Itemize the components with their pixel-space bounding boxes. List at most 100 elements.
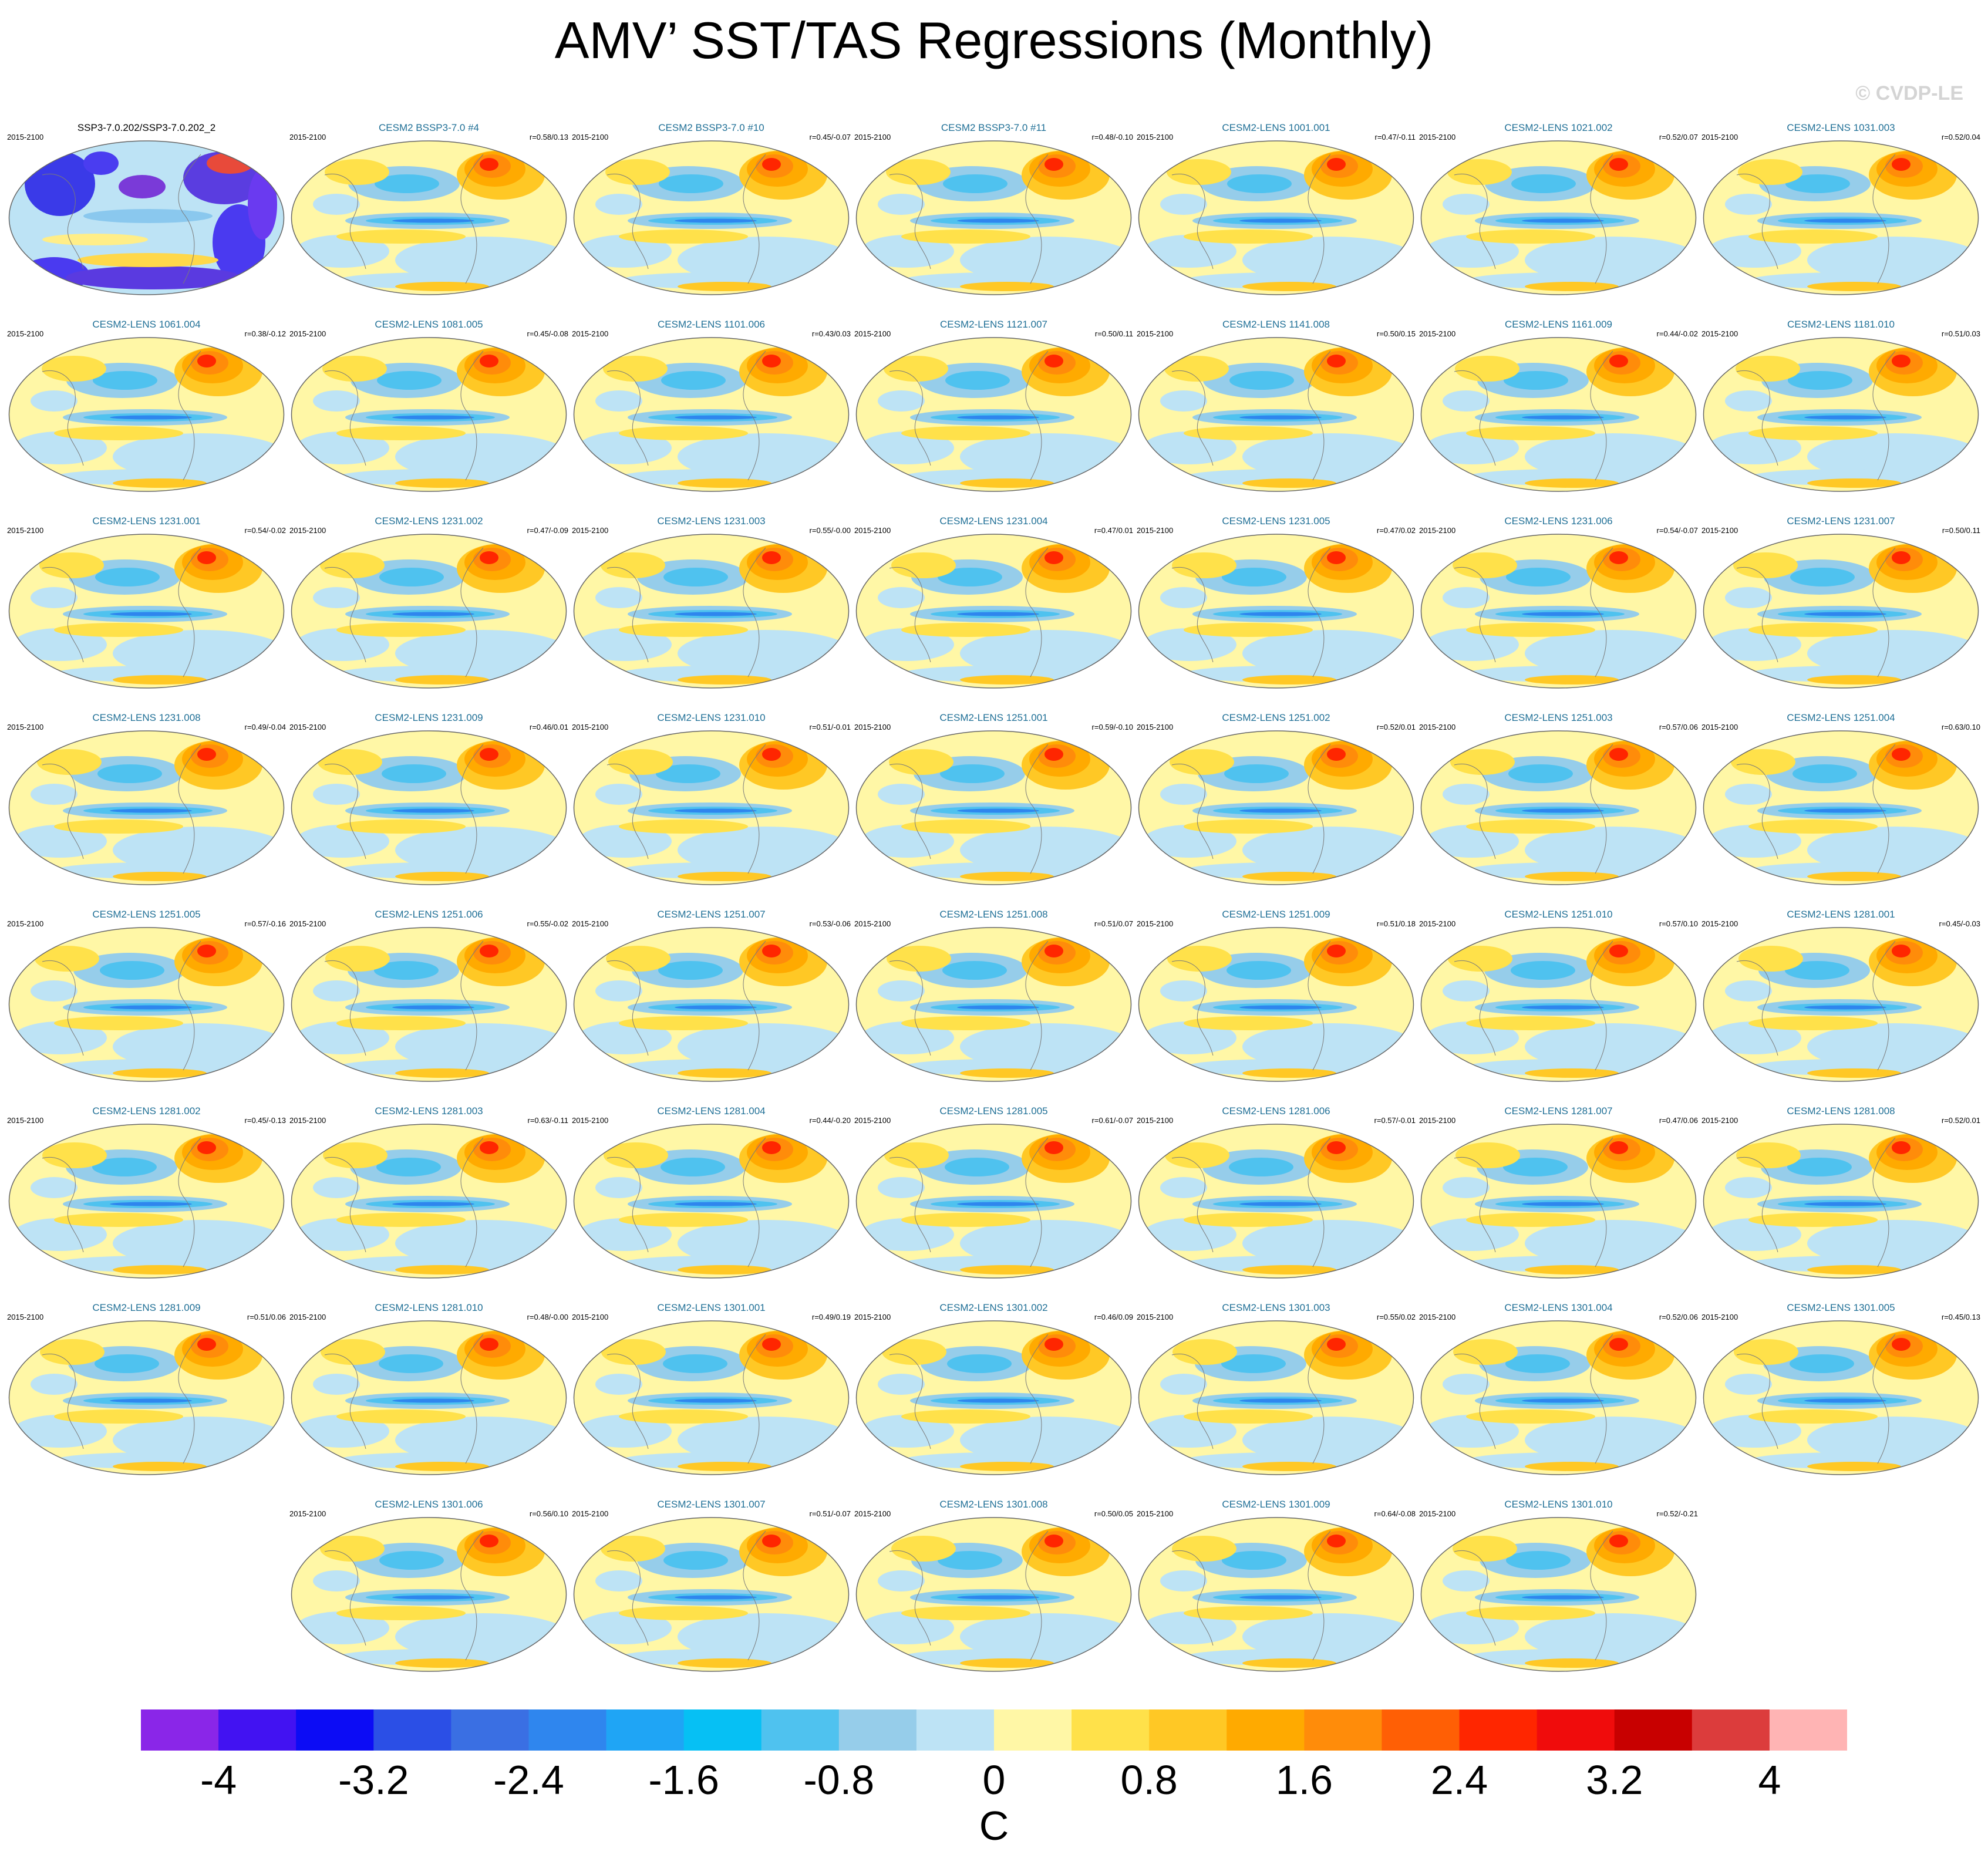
regression-map bbox=[1138, 534, 1414, 689]
panel-correlation: r=0.55/0.02 bbox=[1376, 1313, 1416, 1321]
panel-correlation: r=0.45/-0.03 bbox=[1939, 919, 1980, 928]
panel-title: CESM2-LENS 1251.008 bbox=[939, 909, 1048, 920]
panel-period: 2015-2100 bbox=[854, 919, 891, 928]
panel-correlation: r=0.59/-0.10 bbox=[1091, 723, 1133, 731]
panel-correlation: r=0.57/0.10 bbox=[1659, 919, 1698, 928]
regression-map bbox=[1703, 927, 1979, 1082]
map-panel: CESM2-LENS 1301.001 2015-2100 r=0.49/0.19 bbox=[572, 1299, 851, 1481]
watermark: © CVDP-LE bbox=[1855, 82, 1963, 104]
regression-map bbox=[1703, 337, 1979, 492]
panel-title: CESM2-LENS 1301.005 bbox=[1787, 1302, 1895, 1313]
panel-title: CESM2-LENS 1301.001 bbox=[657, 1302, 766, 1313]
colorbar-tick-label: 0.8 bbox=[1120, 1757, 1178, 1803]
map-panel: CESM2-LENS 1301.005 2015-2100 r=0.45/0.13 bbox=[1701, 1299, 1980, 1481]
map-panel: CESM2-LENS 1281.009 2015-2100 r=0.51/0.06 bbox=[7, 1299, 286, 1481]
panel-period: 2015-2100 bbox=[1137, 133, 1174, 141]
colorbar-segment bbox=[141, 1709, 219, 1751]
panel-title: CESM2-LENS 1141.008 bbox=[1222, 319, 1330, 330]
panel-period: 2015-2100 bbox=[1419, 1313, 1456, 1321]
panel-title: CESM2-LENS 1281.003 bbox=[375, 1105, 483, 1117]
map-panel: CESM2 BSSP3-7.0 #10 2015-2100 r=0.45/-0.07 bbox=[572, 119, 851, 301]
map-panel: CESM2-LENS 1251.001 2015-2100 r=0.59/-0.10 bbox=[854, 709, 1133, 891]
colorbar-segment bbox=[1382, 1709, 1460, 1751]
colorbar-segment bbox=[451, 1709, 529, 1751]
regression-map bbox=[855, 337, 1132, 492]
panel-period: 2015-2100 bbox=[289, 329, 326, 338]
panel-title: CESM2 BSSP3-7.0 #11 bbox=[941, 122, 1047, 133]
colorbar-tick-label: -1.6 bbox=[648, 1757, 719, 1803]
regression-map bbox=[1420, 337, 1697, 492]
panel-title: CESM2-LENS 1231.010 bbox=[657, 712, 766, 723]
panel-title: CESM2-LENS 1081.005 bbox=[375, 319, 483, 330]
colorbar-tick-label: -3.2 bbox=[338, 1757, 409, 1803]
panel-correlation: r=0.51/-0.01 bbox=[809, 723, 851, 731]
panel-period: 2015-2100 bbox=[1137, 919, 1174, 928]
regression-map bbox=[573, 1320, 850, 1475]
regression-map bbox=[291, 140, 567, 295]
map-panel: CESM2-LENS 1251.010 2015-2100 r=0.57/0.10 bbox=[1419, 905, 1698, 1087]
panel-correlation: r=0.58/0.13 bbox=[529, 133, 568, 141]
regression-map bbox=[1420, 730, 1697, 885]
panel-period: 2015-2100 bbox=[854, 1509, 891, 1518]
colorbar-segment bbox=[1769, 1709, 1847, 1751]
panel-period: 2015-2100 bbox=[1419, 919, 1456, 928]
regression-map bbox=[1138, 1320, 1414, 1475]
panel-title: CESM2-LENS 1251.005 bbox=[92, 909, 201, 920]
colorbar-segment bbox=[1072, 1709, 1150, 1751]
map-panel: CESM2-LENS 1231.009 2015-2100 r=0.46/0.01 bbox=[289, 709, 568, 891]
colorbar-segment bbox=[1149, 1709, 1227, 1751]
regression-map bbox=[8, 140, 285, 295]
colorbar-tick-label: -4 bbox=[200, 1757, 237, 1803]
colorbar-units: C bbox=[979, 1803, 1009, 1849]
panel-correlation: r=0.44/-0.20 bbox=[809, 1116, 851, 1125]
panel-period: 2015-2100 bbox=[1419, 1116, 1456, 1125]
colorbar-tick-label: 3.2 bbox=[1586, 1757, 1643, 1803]
map-panel: CESM2-LENS 1281.005 2015-2100 r=0.61/-0.07 bbox=[854, 1102, 1133, 1284]
colorbar-segment bbox=[606, 1709, 685, 1751]
panel-period: 2015-2100 bbox=[1419, 133, 1456, 141]
panel-title: CESM2-LENS 1251.010 bbox=[1504, 909, 1613, 920]
panel-title: CESM2-LENS 1231.005 bbox=[1222, 515, 1330, 527]
regression-map bbox=[291, 927, 567, 1082]
panel-correlation: r=0.50/0.11 bbox=[1094, 329, 1133, 338]
panel-correlation: r=0.55/-0.00 bbox=[809, 526, 851, 535]
panel-period: 2015-2100 bbox=[1701, 723, 1738, 731]
panel-title: CESM2-LENS 1301.007 bbox=[657, 1499, 766, 1510]
panel-title: CESM2-LENS 1231.004 bbox=[939, 515, 1048, 527]
panel-period: 2015-2100 bbox=[7, 526, 44, 535]
panel-period: 2015-2100 bbox=[7, 919, 44, 928]
panel-period: 2015-2100 bbox=[1137, 1509, 1174, 1518]
map-panel: CESM2-LENS 1281.008 2015-2100 r=0.52/0.01 bbox=[1701, 1102, 1980, 1284]
map-panel: CESM2-LENS 1181.010 2015-2100 r=0.51/0.03 bbox=[1701, 315, 1980, 497]
panel-title: CESM2-LENS 1161.009 bbox=[1504, 319, 1612, 330]
panel-correlation: r=0.57/0.06 bbox=[1659, 723, 1698, 731]
panel-correlation: r=0.48/-0.00 bbox=[527, 1313, 568, 1321]
colorbar-segment bbox=[1227, 1709, 1305, 1751]
regression-map bbox=[1420, 140, 1697, 295]
map-panel: CESM2-LENS 1301.003 2015-2100 r=0.55/0.02 bbox=[1137, 1299, 1416, 1481]
panel-title: CESM2-LENS 1301.009 bbox=[1222, 1499, 1330, 1510]
map-panel: CESM2-LENS 1161.009 2015-2100 r=0.44/-0.02 bbox=[1419, 315, 1698, 497]
panel-title: SSP3-7.0.202/SSP3-7.0.202_2 bbox=[77, 122, 216, 133]
panel-period: 2015-2100 bbox=[289, 526, 326, 535]
regression-map bbox=[1138, 730, 1414, 885]
map-panel: CESM2-LENS 1251.008 2015-2100 r=0.51/0.07 bbox=[854, 905, 1133, 1087]
panel-correlation: r=0.57/-0.16 bbox=[244, 919, 286, 928]
panel-title: CESM2-LENS 1301.010 bbox=[1504, 1499, 1613, 1510]
panel-title: CESM2-LENS 1121.007 bbox=[939, 319, 1047, 330]
regression-map bbox=[1420, 927, 1697, 1082]
panel-period: 2015-2100 bbox=[854, 723, 891, 731]
panel-correlation: r=0.51/-0.07 bbox=[809, 1509, 851, 1518]
panel-title: CESM2-LENS 1301.003 bbox=[1222, 1302, 1330, 1313]
panel-period: 2015-2100 bbox=[854, 526, 891, 535]
map-panel: CESM2-LENS 1281.007 2015-2100 r=0.47/0.06 bbox=[1419, 1102, 1698, 1284]
colorbar-segment bbox=[373, 1709, 451, 1751]
regression-map bbox=[291, 730, 567, 885]
regression-map bbox=[855, 140, 1132, 295]
regression-map bbox=[291, 1517, 567, 1672]
panel-correlation: r=0.51/0.07 bbox=[1094, 919, 1133, 928]
map-panel: CESM2-LENS 1281.003 2015-2100 r=0.63/-0.11 bbox=[289, 1102, 568, 1284]
regression-map bbox=[855, 927, 1132, 1082]
regression-map bbox=[291, 337, 567, 492]
panel-period: 2015-2100 bbox=[289, 1509, 326, 1518]
